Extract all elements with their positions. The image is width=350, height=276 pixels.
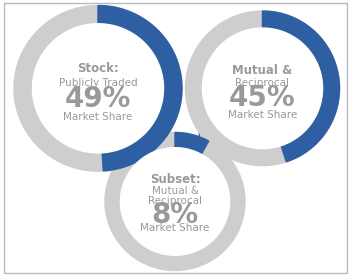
Polygon shape xyxy=(262,11,340,162)
Text: Market Share: Market Share xyxy=(228,110,297,120)
Polygon shape xyxy=(33,24,163,153)
Text: Stock:: Stock: xyxy=(77,62,119,75)
Polygon shape xyxy=(98,6,182,171)
Text: Reciprocal: Reciprocal xyxy=(236,78,289,88)
Polygon shape xyxy=(186,11,340,166)
Text: Publicly Traded: Publicly Traded xyxy=(59,78,137,88)
Text: Mutual &: Mutual & xyxy=(152,186,198,196)
Polygon shape xyxy=(120,148,230,255)
Polygon shape xyxy=(175,132,209,154)
Text: Market Share: Market Share xyxy=(63,112,133,122)
Text: Subset:: Subset: xyxy=(150,173,200,186)
Text: 8%: 8% xyxy=(152,201,198,229)
Text: 49%: 49% xyxy=(65,85,131,113)
Text: Mutual &: Mutual & xyxy=(232,63,293,76)
Text: 45%: 45% xyxy=(229,84,296,112)
Text: Reciprocal: Reciprocal xyxy=(148,197,202,206)
Polygon shape xyxy=(105,132,245,270)
Polygon shape xyxy=(202,28,323,148)
Text: Market Share: Market Share xyxy=(140,223,210,233)
Polygon shape xyxy=(14,6,182,171)
